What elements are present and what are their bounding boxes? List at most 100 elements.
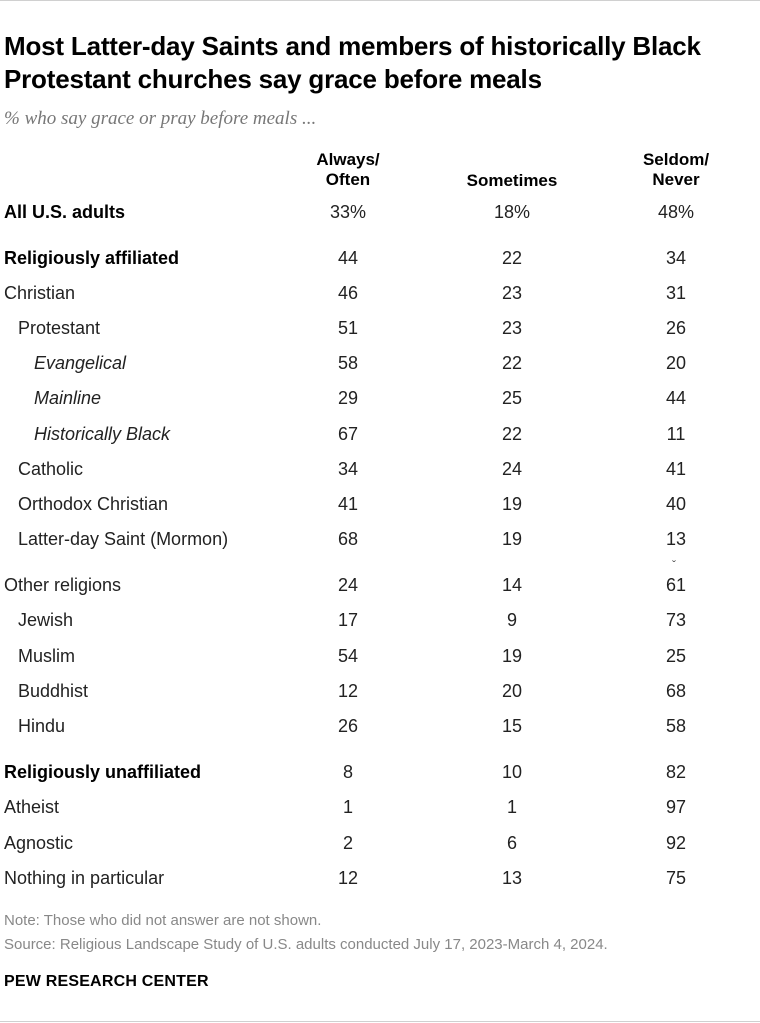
table-row: Protestant 51 23 26 [0, 313, 760, 343]
row-value: 13 [665, 529, 687, 549]
column-header-sometimes: Sometimes [432, 171, 592, 191]
row-label: Catholic [18, 459, 84, 479]
row-label: Evangelical [34, 353, 127, 373]
row-value: 10 [501, 762, 523, 782]
row-label: Agnostic [4, 833, 74, 853]
table-row: Latter-day Saint (Mormon) 68 19 13 [0, 524, 760, 554]
row-value: 1 [342, 797, 353, 817]
row-value: 23 [501, 318, 523, 338]
row-label: Mainline [34, 388, 102, 408]
table-row: Catholic 34 24 41 [0, 454, 760, 484]
row-label: Historically Black [34, 424, 171, 444]
stray-mark: ˇ [672, 558, 676, 572]
row-value: 68 [665, 681, 687, 701]
row-value: 15 [501, 716, 523, 736]
row-value: 44 [665, 388, 687, 408]
row-value: 41 [665, 459, 687, 479]
row-value: 58 [337, 353, 359, 373]
row-label: Christian [4, 283, 76, 303]
table-row: Hindu 26 15 58 [0, 711, 760, 741]
row-value: 46 [337, 283, 359, 303]
table-row: Jewish 17 9 73 [0, 605, 760, 635]
row-value: 29 [337, 388, 359, 408]
row-value: 54 [337, 646, 359, 666]
row-label: Hindu [18, 716, 66, 736]
row-value: 82 [665, 762, 687, 782]
table-row: Historically Black 67 22 11 [0, 419, 760, 449]
chart-title: Most Latter-day Saints and members of hi… [4, 31, 701, 94]
row-label: All U.S. adults [4, 202, 126, 222]
row-value: 1 [506, 797, 517, 817]
column-header-line: Never [652, 170, 700, 189]
row-value: 20 [665, 353, 687, 373]
row-value: 13 [501, 868, 523, 888]
column-header-line: Often [325, 170, 371, 189]
row-label: Buddhist [18, 681, 89, 701]
column-header-always-often: Always/ Often [288, 150, 408, 190]
table-row: Religiously affiliated 44 22 34 [0, 243, 760, 273]
row-value: 12 [337, 681, 359, 701]
row-value: 31 [665, 283, 687, 303]
bottom-rule [0, 1021, 760, 1022]
row-value: 26 [337, 716, 359, 736]
table-row: Muslim 54 19 25 [0, 641, 760, 671]
row-label: Orthodox Christian [18, 494, 169, 514]
row-value: 24 [337, 575, 359, 595]
row-value: 41 [337, 494, 359, 514]
row-value: 23 [501, 283, 523, 303]
row-value: 25 [501, 388, 523, 408]
row-label: Latter-day Saint (Mormon) [18, 529, 229, 549]
row-value: 9 [506, 610, 517, 630]
table-row: Agnostic 2 6 92 [0, 828, 760, 858]
row-value: 19 [501, 529, 523, 549]
row-label: Other religions [4, 575, 122, 595]
table-row: Evangelical 58 22 20 [0, 348, 760, 378]
table-row: Other religions 24 14 61 [0, 570, 760, 600]
row-value: 67 [337, 424, 359, 444]
row-value: 17 [337, 610, 359, 630]
row-label: Protestant [18, 318, 101, 338]
row-value: 25 [665, 646, 687, 666]
row-value: 68 [337, 529, 359, 549]
table-row: Mainline 29 25 44 [0, 383, 760, 413]
row-value: 44 [337, 248, 359, 268]
row-value: 92 [665, 833, 687, 853]
table-row: Nothing in particular 12 13 75 [0, 863, 760, 893]
row-value: 33% [329, 202, 367, 222]
column-header-seldom-never: Seldom/ Never [616, 150, 736, 190]
table-row: Atheist 1 1 97 [0, 792, 760, 822]
row-value: 2 [342, 833, 353, 853]
chart-subtitle: % who say grace or pray before meals ... [4, 108, 317, 129]
row-value: 18% [493, 202, 531, 222]
note: Note: Those who did not answer are not s… [4, 912, 322, 929]
row-value: 26 [665, 318, 687, 338]
row-value: 48% [657, 202, 695, 222]
row-label: Religiously affiliated [4, 248, 180, 268]
row-value: 75 [665, 868, 687, 888]
top-rule [0, 0, 760, 1]
table-row: All U.S. adults 33% 18% 48% [0, 197, 760, 227]
column-header-line: Always/ [316, 150, 380, 169]
table-row: Religiously unaffiliated 8 10 82 [0, 757, 760, 787]
row-value: 20 [501, 681, 523, 701]
row-value: 34 [337, 459, 359, 479]
row-value: 8 [342, 762, 353, 782]
row-label: Religiously unaffiliated [4, 762, 202, 782]
row-value: 12 [337, 868, 359, 888]
row-value: 73 [665, 610, 687, 630]
table-row: Orthodox Christian 41 19 40 [0, 489, 760, 519]
row-value: 97 [665, 797, 687, 817]
column-header-line: Seldom/ [642, 150, 710, 169]
column-header-line: Sometimes [466, 171, 558, 190]
row-value: 34 [665, 248, 687, 268]
row-value: 6 [506, 833, 517, 853]
row-value: 22 [501, 248, 523, 268]
row-value: 51 [337, 318, 359, 338]
row-value: 22 [501, 353, 523, 373]
row-value: 19 [501, 494, 523, 514]
row-value: 40 [665, 494, 687, 514]
row-label: Nothing in particular [4, 868, 165, 888]
row-value: 24 [501, 459, 523, 479]
row-value: 22 [501, 424, 523, 444]
source: Source: Religious Landscape Study of U.S… [4, 936, 608, 953]
